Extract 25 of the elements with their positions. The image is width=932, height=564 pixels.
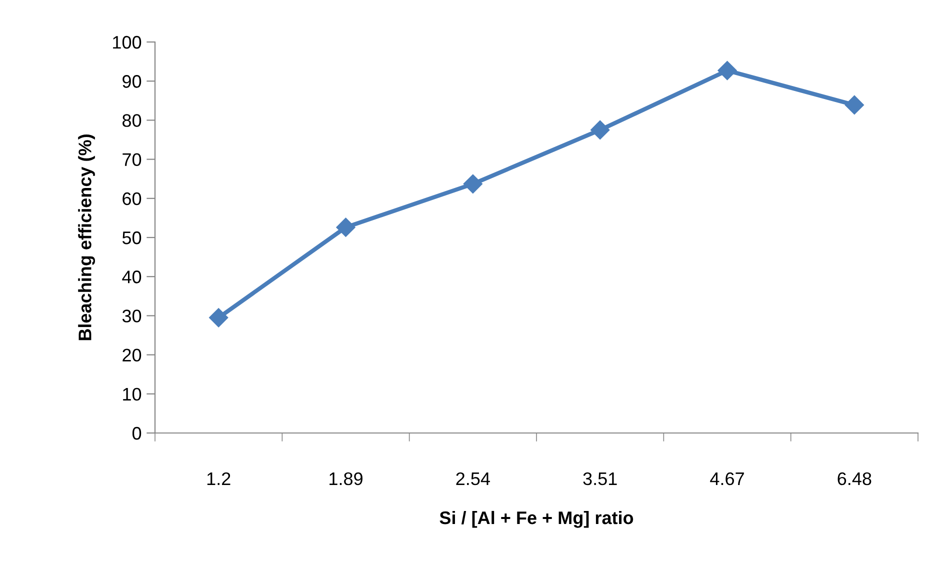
y-tick-label: 10 bbox=[123, 388, 142, 401]
y-tick-label: 70 bbox=[122, 153, 142, 166]
x-tick-label: 4.67 bbox=[710, 472, 744, 486]
y-tick-label: 90 bbox=[122, 75, 142, 88]
point bbox=[590, 120, 610, 140]
point bbox=[209, 308, 228, 328]
y-tick-label: 0 bbox=[132, 426, 142, 440]
x-axis-title: Si / [Al + Fe + Mg] ratio bbox=[440, 510, 634, 528]
y-tick-label: 20 bbox=[122, 348, 142, 362]
x-tick-label: 3.51 bbox=[583, 472, 617, 486]
x-tick-label: 6.48 bbox=[838, 472, 872, 486]
y-tick-label: 30 bbox=[122, 310, 142, 322]
y-tick-label: 50 bbox=[122, 231, 142, 244]
y-tick-label: 60 bbox=[122, 192, 142, 206]
x-tick-label: 1.2 bbox=[207, 472, 230, 485]
y-tick-label: 40 bbox=[122, 270, 142, 284]
point bbox=[336, 218, 356, 237]
y-tick-label: 100 bbox=[113, 36, 142, 49]
x-tick-label: 2.54 bbox=[456, 472, 490, 486]
point bbox=[844, 95, 864, 114]
x-tick-label: 1.89 bbox=[330, 472, 362, 486]
point bbox=[463, 174, 482, 194]
y-tick-label: 80 bbox=[122, 114, 142, 127]
point bbox=[718, 61, 737, 80]
y-axis-title: Bleaching efficiency (%) bbox=[78, 134, 96, 340]
